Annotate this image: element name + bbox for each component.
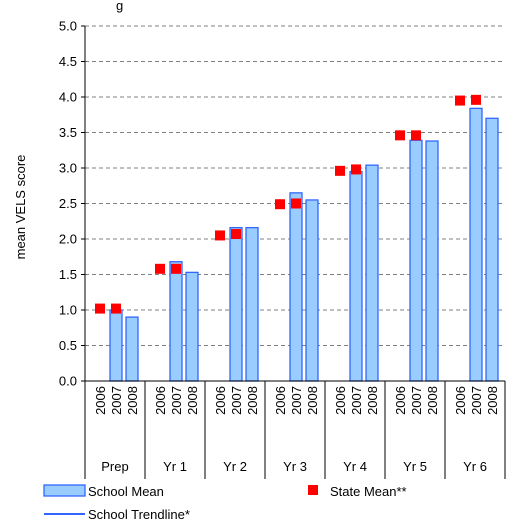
- school-mean-bar: [365, 164, 379, 382]
- x-year-label: 2007: [409, 386, 424, 415]
- x-year-label: 2008: [365, 386, 380, 415]
- x-group-label: Yr 4: [343, 459, 367, 474]
- x-year-label: 2006: [153, 386, 168, 415]
- y-tick-label: 1.5: [59, 267, 77, 282]
- state-mean-marker: [231, 229, 241, 240]
- y-tick-label: 3.5: [59, 125, 77, 140]
- school-mean-bar: [349, 170, 363, 382]
- plot-area: [95, 94, 499, 382]
- x-group-label: Yr 3: [283, 459, 307, 474]
- y-tick-label: 2.5: [59, 196, 77, 211]
- x-year-label: 2006: [93, 386, 108, 415]
- chart-title-fragment: g: [116, 0, 123, 13]
- state-mean-marker: [471, 94, 481, 105]
- x-group-label: Yr 6: [463, 459, 487, 474]
- school-mean-bar: [469, 107, 483, 382]
- y-tick-label: 5.0: [59, 19, 77, 34]
- x-year-label: 2007: [169, 386, 184, 415]
- x-year-label: 2006: [333, 386, 348, 415]
- legend-label-state-mean: State Mean**: [330, 484, 407, 499]
- x-year-label: 2008: [425, 386, 440, 415]
- school-mean-bar: [425, 140, 439, 382]
- state-mean-marker: [155, 263, 165, 274]
- school-mean-bar: [245, 226, 259, 382]
- state-mean-marker: [95, 303, 105, 314]
- x-year-label: 2006: [393, 386, 408, 415]
- state-mean-marker: [395, 130, 405, 141]
- x-year-label: 2007: [109, 386, 124, 415]
- school-mean-bar: [289, 192, 303, 382]
- legend: School Mean State Mean** School Trendline*: [43, 484, 407, 522]
- x-year-label: 2006: [273, 386, 288, 415]
- state-mean-marker: [411, 130, 421, 141]
- state-mean-marker: [111, 303, 121, 314]
- school-mean-bar: [305, 199, 319, 382]
- y-axis: 0.0 0.5 1.0 1.5 2.0 2.5 3.0 3.5 4.0 4.5 5.0: [59, 19, 86, 389]
- x-group-label: Yr 2: [223, 459, 247, 474]
- x-year-label: 2007: [469, 386, 484, 415]
- y-tick-label: 0.0: [59, 374, 77, 389]
- school-mean-bar: [185, 271, 199, 382]
- x-group-label: Yr 1: [163, 459, 187, 474]
- state-mean-marker: [351, 164, 361, 175]
- y-tick-label: 2.0: [59, 232, 77, 247]
- x-year-label: 2008: [485, 386, 500, 415]
- state-mean-marker: [215, 230, 225, 241]
- x-year-label: 2008: [245, 386, 260, 415]
- y-tick-label: 1.0: [59, 303, 77, 318]
- x-year-label: 2008: [305, 386, 320, 415]
- legend-swatch-school-mean: [43, 484, 86, 497]
- x-year-label: 2007: [229, 386, 244, 415]
- x-year-label: 2008: [125, 386, 140, 415]
- school-mean-bar: [125, 316, 139, 382]
- state-mean-marker: [275, 199, 285, 210]
- state-mean-marker: [335, 165, 345, 176]
- school-mean-bar: [229, 226, 243, 382]
- school-mean-bar: [109, 309, 123, 382]
- x-year-label: 2008: [185, 386, 200, 415]
- y-tick-label: 3.0: [59, 161, 77, 176]
- school-mean-bar: [409, 139, 423, 382]
- legend-label-trendline: School Trendline*: [88, 507, 190, 522]
- state-mean-marker: [291, 198, 301, 209]
- y-tick-label: 4.0: [59, 90, 77, 105]
- state-mean-marker: [455, 95, 465, 106]
- state-mean-marker: [171, 263, 181, 274]
- x-year-label: 2007: [289, 386, 304, 415]
- x-group-label: Prep: [101, 459, 128, 474]
- x-year-label: 2006: [213, 386, 228, 415]
- legend-label-school-mean: School Mean: [88, 484, 164, 499]
- x-group-label: Yr 5: [403, 459, 427, 474]
- x-year-label: 2007: [349, 386, 364, 415]
- x-year-label: 2006: [453, 386, 468, 415]
- school-mean-bar: [485, 117, 499, 382]
- y-tick-label: 0.5: [59, 338, 77, 353]
- school-mean-bar: [169, 261, 183, 382]
- legend-swatch-state-mean: [308, 485, 318, 495]
- y-axis-title: mean VELS score: [13, 155, 28, 260]
- y-tick-label: 4.5: [59, 54, 77, 69]
